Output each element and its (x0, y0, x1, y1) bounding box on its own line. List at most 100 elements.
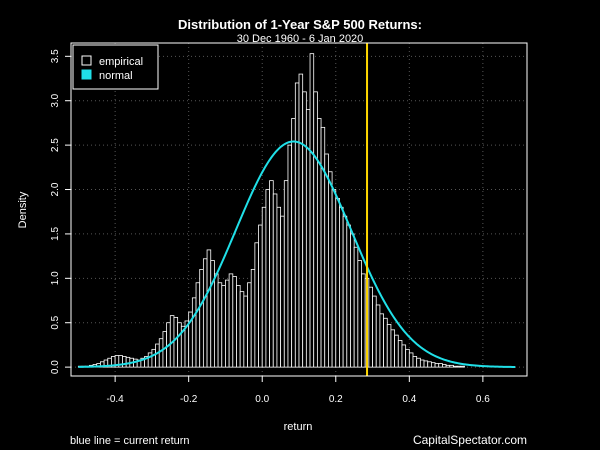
histogram-bar (372, 295, 377, 368)
histogram-bar (328, 171, 333, 368)
histogram-bar (158, 338, 164, 368)
y-tick-label: 1.5 (50, 227, 61, 241)
x-tick-label: 0.4 (402, 394, 416, 405)
histogram-bar (353, 246, 359, 368)
histogram-bar (202, 258, 208, 368)
histogram-bar (357, 260, 362, 368)
chart-title: Distribution of 1-Year S&P 500 Returns: (178, 17, 422, 32)
x-tick-label: 0.2 (329, 394, 343, 405)
x-tick-label: 0.6 (476, 394, 490, 405)
y-tick-label: 3.0 (50, 93, 61, 107)
histogram-bar (214, 273, 219, 368)
x-axis-label: return (284, 421, 313, 433)
histogram-bar (412, 356, 418, 368)
y-tick-label: 0.0 (50, 360, 61, 374)
histogram-bar (302, 91, 307, 368)
legend-label-empirical: empirical (99, 56, 143, 68)
histogram-bar (199, 269, 204, 368)
histogram-bar (331, 189, 337, 368)
histogram-bar (339, 206, 344, 368)
y-tick-label: 0.5 (50, 315, 61, 329)
plot-frame (70, 42, 528, 377)
histogram-bar (361, 273, 366, 368)
histogram-bar (225, 279, 230, 368)
histogram-bar (456, 365, 462, 368)
histogram-bar (283, 180, 289, 368)
histogram-bar (291, 118, 296, 368)
histogram-bar (122, 356, 127, 368)
y-tick-label: 3.5 (50, 49, 61, 63)
histogram-bar (221, 285, 226, 368)
histogram-bar (210, 260, 215, 368)
histogram-bar (276, 206, 282, 368)
histogram-bar (324, 153, 329, 368)
histogram-bar (453, 365, 458, 368)
histogram-bar (191, 297, 197, 368)
histogram-bar (298, 73, 304, 368)
histogram-bar (427, 361, 432, 368)
source-credit: CapitalSpectator.com (413, 433, 527, 447)
histogram-bar (375, 304, 381, 368)
x-tick-label: 0.0 (255, 394, 269, 405)
x-axis: -0.4 -0.2 0.0 0.2 0.4 0.6 (107, 376, 490, 405)
histogram-bar (195, 282, 201, 368)
histogram-bar (269, 180, 274, 368)
histogram-bar (147, 352, 153, 368)
histogram-bar (438, 363, 443, 368)
histogram-bar (177, 322, 182, 368)
histogram-bar (313, 91, 318, 368)
y-tick-label: 1.0 (50, 271, 61, 285)
histogram-bar (206, 249, 212, 368)
histogram-bar (250, 269, 256, 368)
histogram-bar (460, 365, 465, 368)
histogram-bar (394, 334, 399, 368)
legend-swatch-normal (81, 69, 92, 80)
histogram-bar (247, 282, 252, 368)
histogram-bar (236, 285, 241, 368)
histogram-bar (335, 197, 340, 368)
histogram-bar (280, 215, 285, 368)
histogram-bar (386, 324, 392, 368)
x-tick-label: -0.4 (107, 394, 125, 405)
histogram-bar (442, 364, 447, 368)
histogram-bar (258, 224, 263, 368)
histogram-bar (368, 286, 373, 368)
histogram-bar (390, 329, 396, 368)
histogram-bar (155, 343, 160, 368)
histogram-bar (342, 215, 348, 368)
histogram-bar (287, 144, 293, 368)
histogram-bar (445, 364, 451, 368)
histogram-bar (261, 206, 267, 368)
histogram-bar (419, 359, 425, 368)
histogram-bar (379, 313, 384, 368)
histogram-bar (346, 224, 351, 368)
histogram-bar (320, 126, 326, 368)
histogram-bar (401, 344, 407, 368)
histogram-bar (449, 364, 454, 368)
histogram-bar (217, 282, 223, 368)
legend-label-normal: normal (99, 70, 133, 82)
histogram-bar (228, 273, 234, 368)
histogram-bar (232, 276, 237, 368)
histogram-bar (272, 193, 278, 368)
histogram-bars (77, 53, 465, 368)
histogram-bar (408, 352, 414, 368)
y-tick-label: 2.0 (50, 182, 61, 196)
histogram-bar (173, 316, 179, 368)
histogram-bar (430, 362, 436, 368)
y-axis-label: Density (17, 191, 29, 228)
histogram-bar (434, 363, 440, 368)
histogram-bar (350, 233, 355, 368)
histogram-bar (151, 348, 156, 368)
histogram-bar (239, 291, 245, 368)
y-tick-label: 2.5 (50, 138, 61, 152)
histogram-bar (416, 357, 421, 368)
histogram-bar (254, 242, 259, 368)
histogram-bar (423, 360, 429, 368)
legend-swatch-empirical (81, 55, 92, 66)
legend: empirical normal (72, 44, 159, 90)
legend-box (72, 44, 159, 90)
histogram-bar (383, 317, 388, 368)
x-tick-label: -0.2 (180, 394, 198, 405)
chart-subtitle: 30 Dec 1960 - 6 Jan 2020 (237, 33, 364, 45)
